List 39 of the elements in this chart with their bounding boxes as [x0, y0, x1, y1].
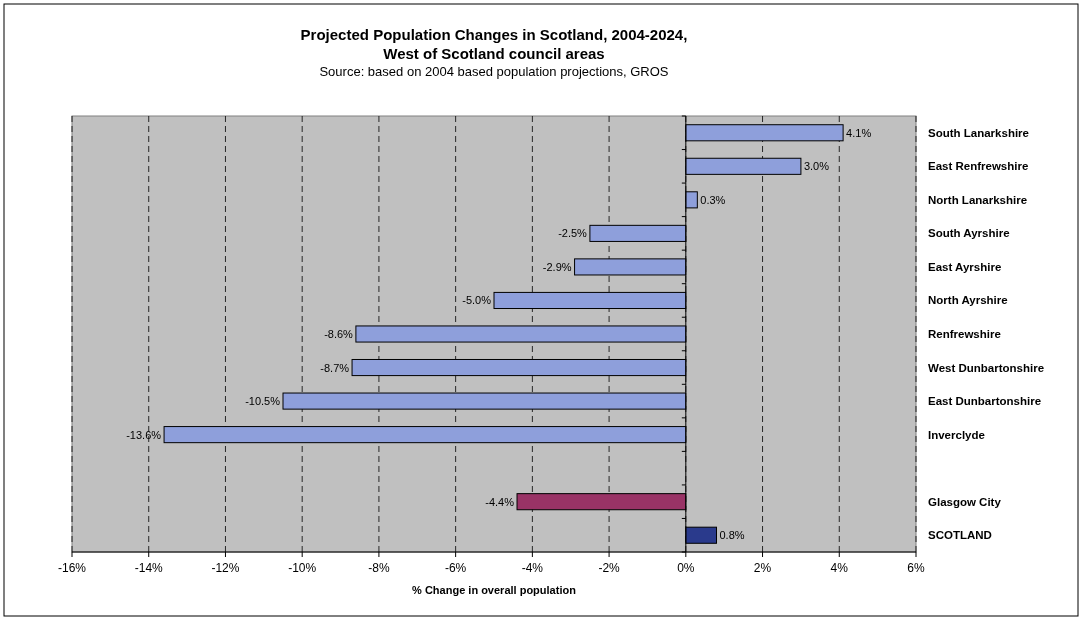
x-tick-label: -8%	[368, 561, 390, 575]
x-tick-label: -2%	[598, 561, 621, 575]
x-tick-label: 0%	[677, 561, 695, 575]
data-label: 0.3%	[700, 193, 726, 206]
x-tick-label: -14%	[134, 561, 164, 575]
chart-subtitle: Source: based on 2004 based population projections, GROS	[319, 64, 669, 79]
data-label: 0.8%	[719, 529, 745, 542]
y-tick-label: West Dunbartonshire	[928, 361, 1045, 374]
x-tick-label: -4%	[521, 561, 544, 575]
y-tick-label: SCOTLAND	[928, 529, 992, 542]
data-label: -2.9%	[542, 260, 572, 273]
x-tick-label: -6%	[444, 561, 467, 575]
x-tick-label: 6%	[907, 561, 925, 575]
data-label: -10.5%	[245, 395, 281, 408]
y-tick-label: Glasgow City	[928, 495, 1002, 508]
y-tick-label: North Lanarkshire	[928, 193, 1028, 206]
data-label: -2.5%	[558, 227, 588, 240]
y-tick-label: East Renfrewshire	[928, 160, 1029, 173]
x-tick-label: 2%	[753, 561, 772, 575]
x-axis-title: % Change in overall population	[412, 584, 577, 596]
data-label: -5.0%	[462, 294, 492, 307]
y-tick-label: North Ayrshire	[928, 294, 1008, 307]
y-tick-label: Renfrewshire	[928, 328, 1001, 340]
y-tick-label: South Ayrshire	[928, 227, 1010, 240]
y-tick-label: East Ayrshire	[928, 260, 1002, 273]
data-label: 4.1%	[846, 126, 872, 139]
x-tick-label: -16%	[57, 561, 87, 575]
data-label: -13.6%	[126, 428, 162, 441]
data-label: -8.7%	[320, 361, 350, 374]
chart-title: Projected Population Changes in Scotland, 2004-2024, West of Scotland council areas	[300, 26, 688, 62]
data-label: -4.4%	[485, 495, 515, 508]
data-label: -8.6%	[324, 328, 354, 340]
x-tick-label: 4%	[830, 561, 849, 575]
x-tick-label: -12%	[211, 561, 240, 575]
x-tick-label: -10%	[288, 561, 317, 575]
y-tick-label: South Lanarkshire	[928, 126, 1029, 139]
y-tick-label: East Dunbartonshire	[928, 395, 1042, 408]
data-label: 3.0%	[803, 160, 830, 173]
y-tick-label: Inverclyde	[928, 428, 985, 441]
